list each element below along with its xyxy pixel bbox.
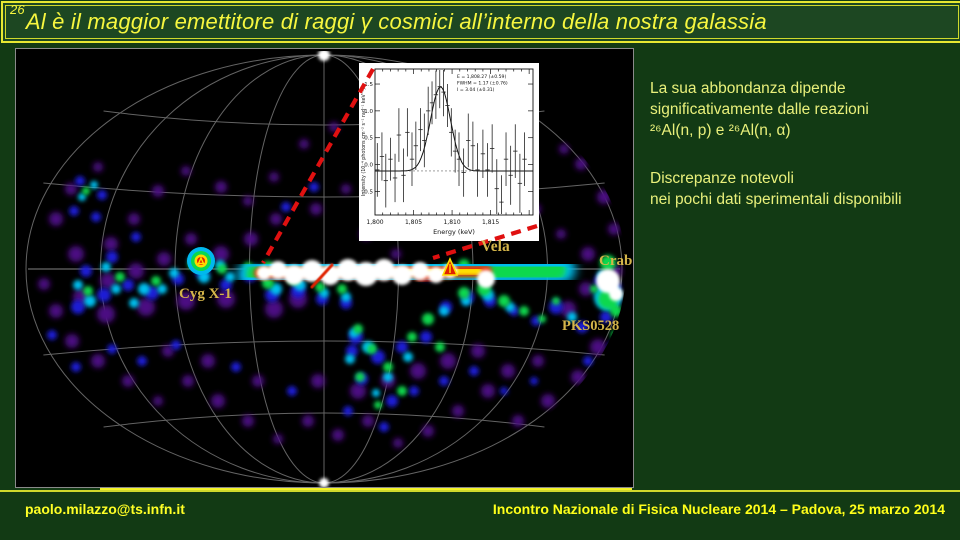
slide-footer: paolo.milazzo@ts.infn.it Incontro Nazion…: [25, 501, 945, 517]
slide-title: 26Al è il maggior emettitore di raggi γ …: [10, 2, 767, 35]
comptel-allsky-map-figure: 1,800 1,805 1,810 1,815 -0.5 0.0 0.5 1.0 1.5 Ener…: [15, 48, 634, 488]
author-email: paolo.milazzo@ts.infn.it: [25, 501, 185, 517]
x-tick-label: 1,805: [405, 219, 422, 226]
data-points: [375, 70, 527, 214]
isotope-superscript: 26: [10, 2, 25, 17]
fit-annotation-line: FWHM = 1.17 (±0.76): [457, 80, 508, 86]
abundance-note-line: La sua abbondanza dipende: [650, 80, 846, 97]
al26-line-spectrum-plot: 1,800 1,805 1,810 1,815-0.50.00.51.01.5Ener…: [361, 68, 534, 236]
discrepancy-note-line: nei pochi dati sperimentali disponibili: [650, 191, 902, 208]
discrepancy-note: Discrepanze notevoli nei pochi dati sper…: [650, 168, 956, 210]
slide-title-bar: 26Al è il maggior emettitore di raggi γ …: [1, 1, 960, 43]
y-tick-label: 1.5: [364, 82, 373, 88]
abundance-note: La sua abbondanza dipende significativam…: [650, 78, 956, 141]
fit-annotation-line: E = 1,808.27 (±0.59): [457, 74, 506, 80]
x-tick-label: 1,800: [366, 219, 383, 226]
x-tick-label: 1,810: [443, 219, 460, 226]
x-axis-label: Energy (keV): [433, 228, 475, 236]
blob-layer-red-slash: [310, 263, 334, 289]
gaussian-fit-curve: [375, 86, 533, 172]
footer-divider: [0, 490, 960, 492]
y-axis-label: Intensity (10⁻⁴ photons cm⁻² s⁻¹ rad⁻¹ k…: [361, 88, 367, 196]
gamma-line-spectrum-inset: 1,800 1,805 1,810 1,815 -0.5 0.0 0.5 1.0 1.5 Ener…: [359, 63, 539, 241]
vela-pointer-marker: [441, 257, 459, 276]
galaxy-allsky-map: [25, 51, 623, 487]
x-tick-label: 1,815: [482, 219, 499, 226]
slide-title-text: Al è il maggior emettitore di raggi γ co…: [25, 9, 767, 34]
conference-name: Incontro Nazionale di Fisica Nucleare 20…: [492, 501, 945, 517]
discrepancy-note-line: Discrepanze notevoli: [650, 170, 794, 187]
blob-layer-green: [82, 187, 622, 409]
cyg-x1-marker: [187, 247, 215, 275]
fit-annotation-line: I = 3.04 (±0.31): [457, 87, 495, 93]
abundance-note-line: significativamente dalle reazioni: [650, 101, 869, 118]
spectrum-plot-group: 1,800 1,805 1,810 1,815-0.50.00.51.01.5Ener…: [361, 68, 534, 236]
abundance-note-line: ²⁶Al(n, p) e ²⁶Al(n, α): [650, 122, 791, 139]
